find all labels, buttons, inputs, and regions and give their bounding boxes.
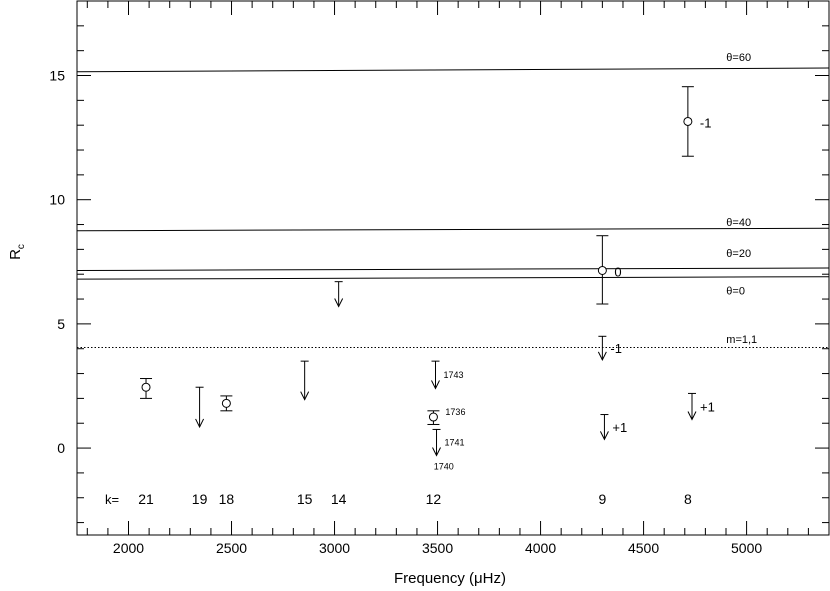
data-point-label: 1736 <box>445 407 465 417</box>
k-row-label: k= <box>105 492 119 507</box>
reference-line <box>76 67 830 73</box>
upper-limit-arrowhead <box>431 380 440 390</box>
y-tick-label: 0 <box>57 440 65 456</box>
k-value: 8 <box>684 491 692 507</box>
reference-line <box>76 276 830 280</box>
x-tick-label: 2000 <box>113 540 144 556</box>
k-value: 21 <box>138 491 154 507</box>
reference-lines: θ=60 θ=40 θ=20 θ=0 m=1,1 <box>76 52 830 348</box>
y-axis-label-main: R <box>7 249 24 260</box>
upper-limit-arrowhead <box>599 431 609 441</box>
reference-line <box>76 227 830 232</box>
data-point <box>683 116 693 126</box>
x-tick-label: 5000 <box>731 540 762 556</box>
axis-ticks: 2000 2500 3000 3500 4000 4500 5000 0 5 10 15 <box>49 1 829 556</box>
k-value: 14 <box>331 491 347 507</box>
data-point <box>141 382 151 392</box>
y-tick-label: 5 <box>57 316 65 332</box>
reference-line-label: m=1,1 <box>726 334 757 346</box>
y-tick-label: 10 <box>49 192 65 208</box>
x-tick-label: 4500 <box>628 540 659 556</box>
y-tick-label: 15 <box>49 68 65 84</box>
upper-limit-label: +1 <box>612 420 627 435</box>
upper-limit-label: 1743 <box>443 370 463 380</box>
annotations: 1740 k= 21 19 18 15 14 12 9 8 <box>105 462 692 507</box>
y-axis-label-sub: c <box>16 244 27 249</box>
upper-limit-arrowhead <box>687 411 697 421</box>
reference-line-label: θ=60 <box>726 52 751 64</box>
upper-limit-arrowhead <box>195 418 205 429</box>
reference-line-label: θ=20 <box>726 248 751 260</box>
data-point-label: -1 <box>700 115 712 130</box>
upper-limit-label: 1741 <box>445 437 465 447</box>
k-value: 12 <box>426 491 442 507</box>
data-point <box>597 265 607 275</box>
reference-line <box>76 267 830 271</box>
upper-limit-arrowhead <box>597 351 607 362</box>
x-axis-label: Frequency (μHz) <box>394 570 506 587</box>
x-tick-label: 4000 <box>525 540 556 556</box>
extra-label: 1740 <box>434 462 454 472</box>
data-point <box>221 398 231 408</box>
upper-limit-arrowhead <box>432 447 441 457</box>
reference-line-label: θ=0 <box>726 285 745 297</box>
k-value: 19 <box>192 491 208 507</box>
k-value: 9 <box>598 491 606 507</box>
data-point-label: 0 <box>614 264 621 279</box>
data-points: 1736 0 -1 <box>140 86 712 425</box>
y-axis-label: Rc <box>7 244 27 260</box>
k-value: 15 <box>297 491 313 507</box>
upper-limit-label: -1 <box>610 341 622 356</box>
upper-limits: 1743 1741 -1 +1 +1 <box>195 281 715 457</box>
k-value: 18 <box>219 491 235 507</box>
upper-limit-label: +1 <box>700 399 715 414</box>
x-tick-label: 3500 <box>422 540 453 556</box>
upper-limit-arrowhead <box>334 298 344 308</box>
data-point <box>428 412 438 422</box>
x-tick-label: 2500 <box>216 540 247 556</box>
upper-limit-arrowhead <box>300 391 310 401</box>
reference-line-label: θ=40 <box>726 217 751 229</box>
svg-text:Rc: Rc <box>7 244 27 260</box>
x-tick-label: 3000 <box>319 540 350 556</box>
